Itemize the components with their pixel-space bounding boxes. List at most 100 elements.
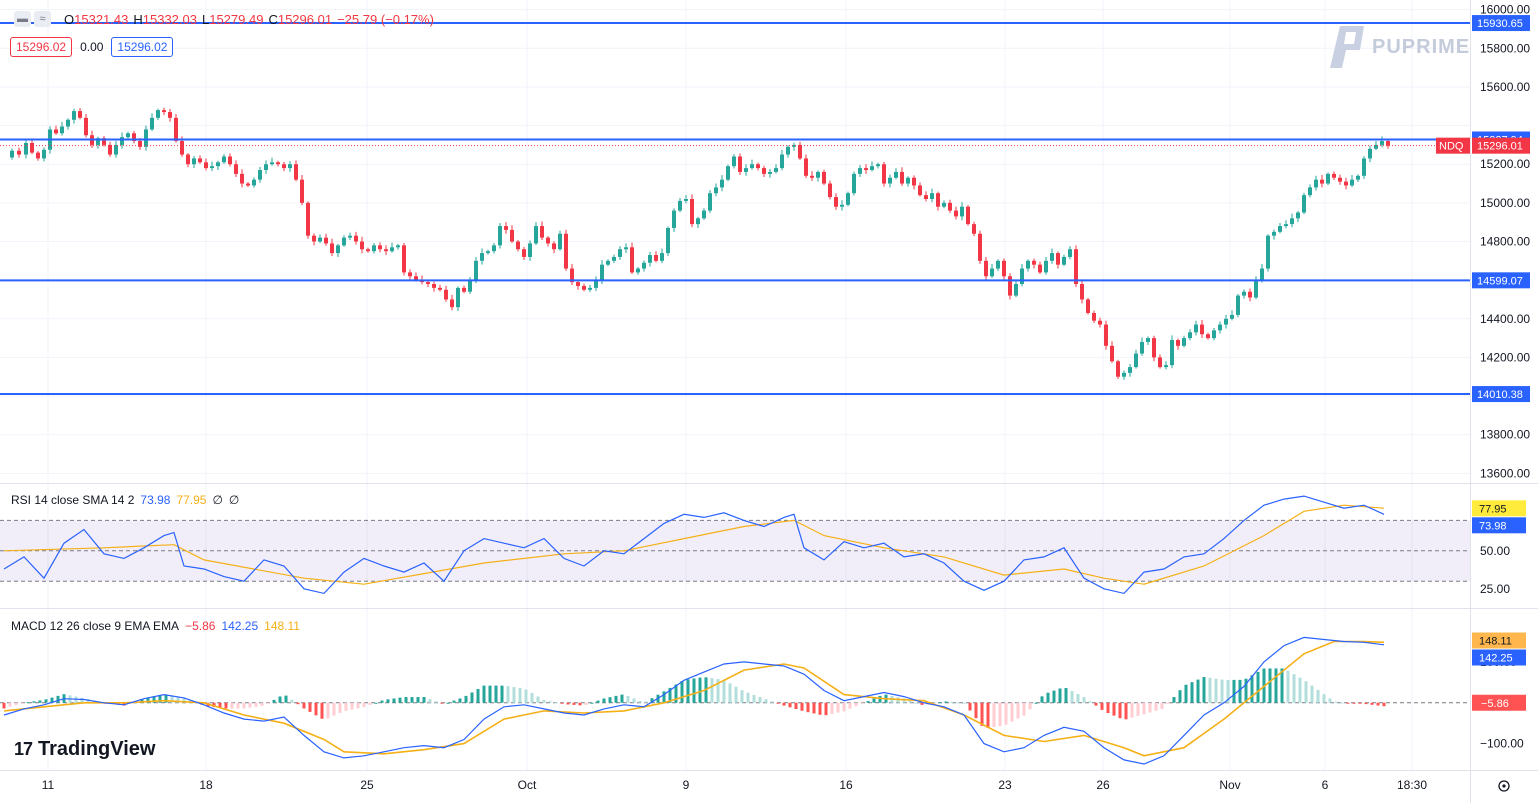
candle-down bbox=[36, 152, 40, 159]
candle-down bbox=[162, 110, 166, 113]
level-price-label: 15930.65 bbox=[1477, 18, 1523, 30]
macd-histogram-bar bbox=[578, 702, 582, 706]
candle-up bbox=[750, 164, 754, 169]
macd-histogram-bar bbox=[452, 700, 456, 703]
macd-histogram-bar bbox=[536, 696, 540, 703]
macd-histogram-bar bbox=[182, 697, 186, 703]
candle-down bbox=[822, 171, 826, 184]
macd-histogram-bar bbox=[1118, 702, 1122, 719]
macd-histogram-bar bbox=[20, 702, 24, 704]
macd-signal-legend-value: 148.11 bbox=[264, 619, 300, 633]
candle-down bbox=[576, 282, 580, 286]
macd-histogram-bar bbox=[944, 701, 948, 703]
candle-up bbox=[1236, 295, 1240, 315]
macd-histogram-bar bbox=[998, 702, 1002, 727]
macd-histogram-bar bbox=[398, 697, 402, 703]
candle-down bbox=[828, 183, 832, 198]
candle-up bbox=[396, 245, 400, 248]
candle-up bbox=[744, 168, 748, 172]
candle-down bbox=[198, 158, 202, 163]
tradingview-logo[interactable]: 17 TradingView bbox=[14, 738, 155, 761]
candle-down bbox=[1152, 338, 1156, 358]
macd-histogram-bar bbox=[374, 702, 378, 704]
puprime-brand-text: PUPRIME bbox=[1372, 35, 1471, 58]
candle-down bbox=[78, 111, 82, 118]
macd-histogram-bar bbox=[848, 702, 852, 709]
macd-histogram-bar bbox=[1010, 702, 1014, 722]
price-axis-label: 13800.00 bbox=[1480, 428, 1530, 442]
candle-down bbox=[330, 243, 334, 254]
candle-up bbox=[1170, 340, 1174, 366]
candle-down bbox=[360, 241, 364, 250]
macd-histogram-bar bbox=[674, 684, 678, 703]
macd-histogram-bar bbox=[1316, 689, 1320, 703]
candle-up bbox=[1272, 231, 1276, 236]
buy-button[interactable]: 15296.02 bbox=[111, 37, 174, 57]
macd-histogram-bar bbox=[470, 692, 474, 703]
macd-histogram-bar bbox=[26, 702, 30, 704]
macd-histogram-bar bbox=[518, 687, 522, 703]
macd-histogram-bar bbox=[602, 698, 606, 703]
macd-histogram-bar bbox=[260, 702, 264, 706]
price-axis-label: 14400.00 bbox=[1480, 312, 1530, 326]
candle-down bbox=[204, 162, 208, 169]
macd-histogram-bar bbox=[44, 699, 48, 703]
candle-up bbox=[888, 177, 892, 184]
time-axis-label: 11 bbox=[42, 778, 55, 792]
macd-histogram-bar bbox=[1346, 702, 1350, 704]
candle-up bbox=[768, 171, 772, 174]
macd-histogram-bar bbox=[488, 685, 492, 703]
candle-down bbox=[1074, 249, 1078, 285]
macd-histogram-bar bbox=[1112, 702, 1116, 716]
macd-histogram-bar bbox=[1268, 668, 1272, 703]
candle-up bbox=[960, 206, 964, 217]
macd-histogram-bar bbox=[710, 678, 714, 703]
collapse-icon[interactable]: ▬ bbox=[14, 11, 31, 27]
candle-up bbox=[1062, 256, 1066, 265]
macd-histogram-bar bbox=[752, 694, 756, 703]
close-value: 15296.01 bbox=[277, 11, 333, 27]
macd-histogram-bar bbox=[782, 702, 786, 706]
candle-up bbox=[1284, 224, 1288, 227]
candle-down bbox=[228, 156, 232, 165]
macd-histogram-bar bbox=[440, 702, 444, 704]
macd-histogram-bar bbox=[962, 702, 966, 704]
candle-down bbox=[366, 249, 370, 252]
macd-histogram-bar bbox=[392, 698, 396, 703]
candle-up bbox=[1194, 324, 1198, 333]
candle-down bbox=[510, 229, 514, 242]
price-axis-label: 15000.00 bbox=[1480, 196, 1530, 210]
macd-histogram-bar bbox=[314, 702, 318, 716]
macd-histogram-bar bbox=[1328, 698, 1332, 703]
candle-down bbox=[450, 299, 454, 308]
candle-down bbox=[522, 249, 526, 257]
candle-up bbox=[1254, 280, 1258, 298]
macd-histogram-bar bbox=[332, 702, 336, 716]
sell-button[interactable]: 15296.02 bbox=[10, 37, 73, 57]
rsi-extra-value-2: ∅ bbox=[228, 493, 240, 507]
macd-histogram-bar bbox=[1256, 671, 1260, 703]
macd-histogram-bar bbox=[866, 701, 870, 703]
candle-up bbox=[1326, 173, 1330, 184]
candle-up bbox=[534, 226, 538, 244]
macd-histogram-bar bbox=[254, 702, 258, 707]
candle-up bbox=[1182, 338, 1186, 346]
macd-histogram-bar bbox=[818, 702, 822, 715]
macd-histogram-bar bbox=[1106, 702, 1110, 714]
macd-histogram-bar bbox=[596, 700, 600, 703]
macd-histogram-bar bbox=[632, 698, 636, 703]
level-price-tag bbox=[1472, 272, 1530, 289]
macd-histogram-bar bbox=[554, 702, 558, 704]
wave-icon[interactable]: ≈ bbox=[34, 11, 51, 27]
macd-histogram-bar bbox=[692, 678, 696, 703]
macd-histogram-bar bbox=[680, 681, 684, 703]
candle-down bbox=[378, 245, 382, 250]
candle-down bbox=[1176, 340, 1180, 346]
macd-histogram-bar bbox=[872, 698, 876, 703]
trade-boxes: 15296.02 0.00 15296.02 bbox=[10, 37, 174, 57]
candle-down bbox=[17, 150, 21, 155]
macd-line bbox=[3, 636, 1385, 765]
macd-histogram-bar bbox=[1004, 702, 1008, 725]
macd-histogram-bar bbox=[410, 697, 414, 703]
